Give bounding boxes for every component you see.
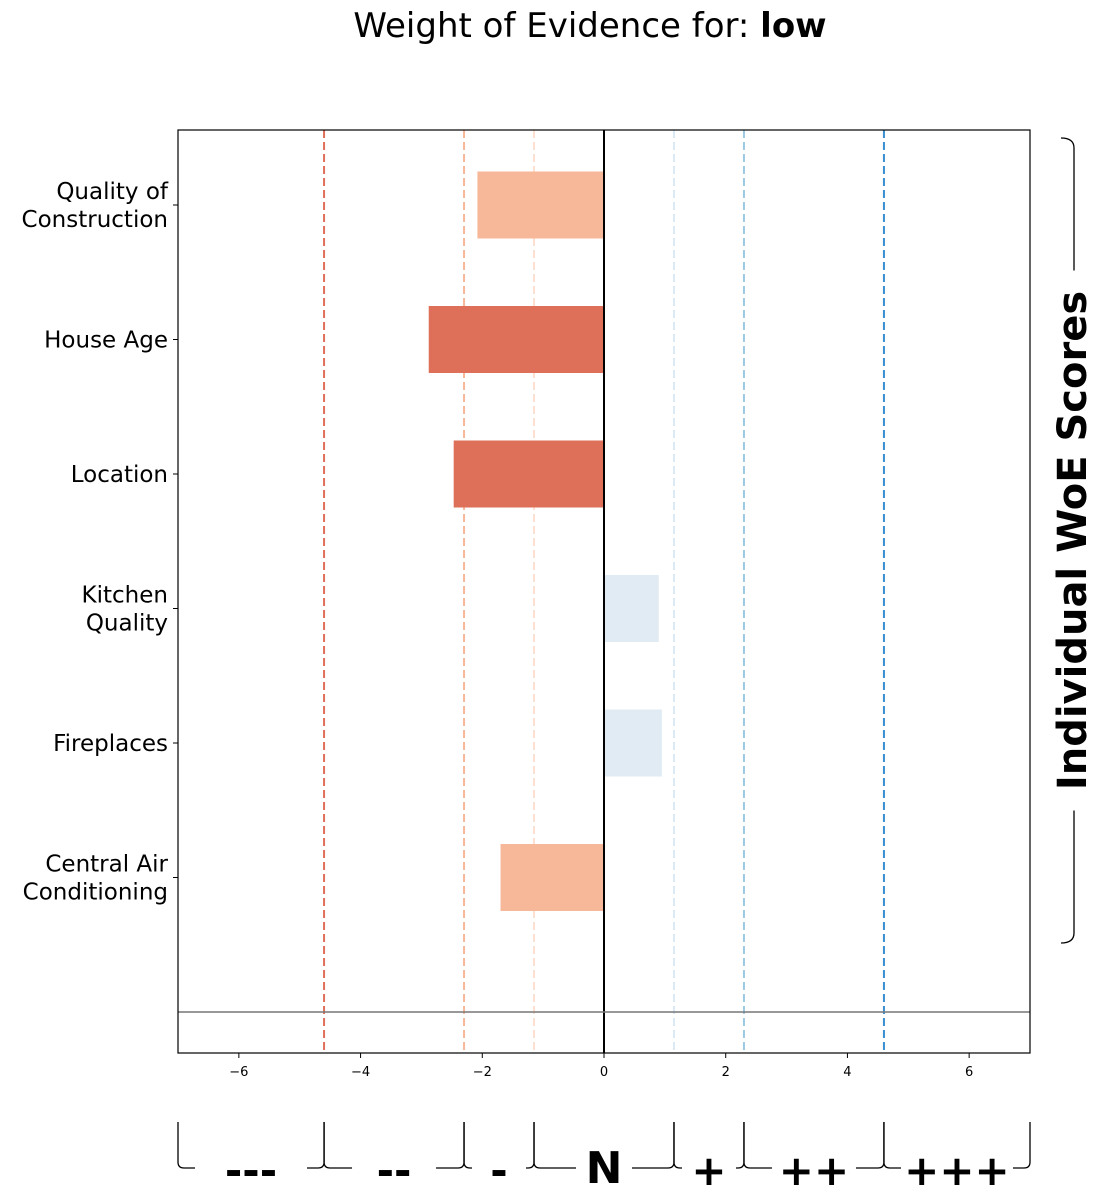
y-tick-label-2: Location [71,462,168,488]
y-tick-label-5: Central Air Conditioning [23,852,169,906]
bar-4 [604,709,662,777]
y-tick-label-line: House Age [44,328,168,354]
x-tick-label-2: −2 [473,1065,492,1080]
y-tick-label-0: Quality of Construction [22,179,169,233]
y-tick-label-line: Location [71,462,168,488]
x-tick-label-1: −4 [351,1065,370,1080]
evidence-bin-1: -- [323,1122,465,1195]
evidence-bin-2: - [463,1122,535,1195]
x-tick-label-0: −6 [229,1065,248,1080]
bar-1 [428,306,604,373]
chart-title-prefix: Weight of Evidence for: [353,6,761,46]
evidence-bin-3: N [533,1122,675,1194]
evidence-bin-brace [883,1122,1031,1169]
evidence-bin-label: ++ [779,1146,849,1195]
y-tick-label-line: Quality of [56,179,169,205]
x-tick-label-6: 6 [965,1065,973,1080]
y-tick-label-3: Kitchen Quality [82,583,168,637]
evidence-bin-6: +++ [883,1122,1031,1195]
side-brace-bottom [1060,810,1075,944]
evidence-bin-4: + [673,1122,745,1195]
evidence-bin-label: + [691,1146,726,1195]
x-tick-label-5: 4 [843,1065,851,1080]
x-tick-label-4: 2 [722,1065,730,1080]
side-brace-top [1060,137,1075,271]
y-tick-label-line: Kitchen [82,583,168,609]
y-tick-label-line: Conditioning [23,880,168,906]
y-tick-label-line: Construction [22,207,168,233]
bar-2 [453,440,604,508]
bar-5 [500,844,604,911]
evidence-bin-5: ++ [743,1122,885,1195]
y-tick-label-line: Fireplaces [53,731,168,757]
y-tick-label-line: Quality [86,611,168,637]
side-label-group: Individual WoE Scores [1050,137,1096,944]
evidence-bin-0: --- [177,1122,325,1195]
chart-title-target: low [760,6,827,46]
chart-title: Weight of Evidence for: low [0,6,1104,46]
y-tick-label-4: Fireplaces [53,731,168,757]
side-label: Individual WoE Scores [1050,291,1096,790]
bar-3 [604,575,659,642]
evidence-bin-label: - [490,1146,507,1195]
evidence-bin-label: +++ [904,1146,1010,1195]
bar-0 [477,171,604,239]
y-tick-label-line: Central Air [45,852,168,878]
x-tick-label-3: 0 [600,1065,608,1080]
evidence-bin-label: --- [225,1146,277,1195]
evidence-bin-label: -- [377,1146,412,1195]
y-tick-label-1: House Age [44,328,168,354]
evidence-bin-label: N [586,1143,623,1194]
